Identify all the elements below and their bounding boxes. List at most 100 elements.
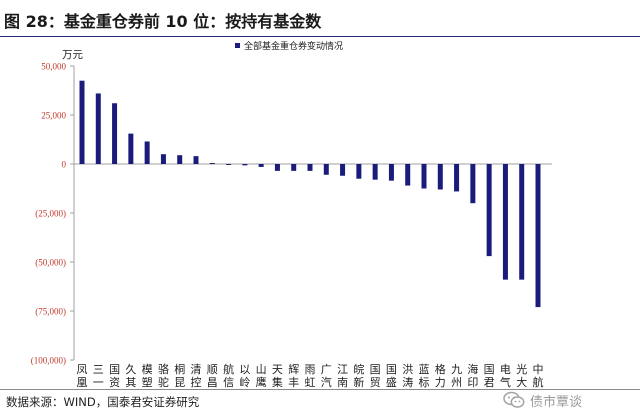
x-tick-label: 信 [223, 376, 234, 389]
y-tick-label: 25,000 [41, 111, 66, 121]
x-tick-label: 辉 [288, 363, 299, 376]
x-tick-label: 洪 [402, 362, 413, 376]
bar [454, 164, 460, 192]
bar [421, 164, 427, 189]
bar [242, 164, 248, 166]
bar [258, 164, 264, 167]
bar [226, 164, 232, 165]
x-tick-label: 三 [93, 363, 104, 376]
y-tick-label: (25,000) [35, 209, 66, 219]
x-tick-label: 蓝 [419, 363, 430, 376]
x-tick-label: 州 [451, 376, 462, 389]
bar [486, 164, 492, 257]
wechat-logo-icon [503, 391, 525, 408]
x-tick-label: 以 [239, 363, 250, 376]
x-tick-label: 昌 [207, 376, 218, 389]
x-tick-label: 凤 [77, 363, 88, 376]
bar [437, 164, 443, 190]
x-tick-label: 骆 [158, 362, 169, 376]
bar [535, 164, 541, 308]
x-tick-label: 江 [337, 363, 348, 376]
bar [323, 164, 329, 175]
x-tick-label: 天 [272, 363, 283, 376]
x-tick-label: 格 [435, 362, 446, 376]
legend-label: 全部基金重仓券变动情况 [244, 40, 343, 52]
x-tick-label: 涛 [402, 375, 413, 389]
x-tick-label: 新 [353, 375, 364, 389]
x-tick-label: 其 [125, 376, 136, 389]
x-tick-label: 凰 [77, 376, 88, 389]
x-tick-label: 丰 [288, 376, 299, 389]
y-tick-label: 0 [62, 160, 67, 170]
x-tick-label: 海 [467, 362, 478, 376]
x-tick-label: 中 [533, 363, 544, 376]
bar [95, 93, 101, 164]
x-tick-label: 盛 [386, 375, 397, 389]
watermark-text: 债市覃谈 [530, 394, 583, 410]
x-tick-label: 资 [109, 376, 120, 389]
x-tick-label: 昆 [174, 376, 185, 389]
y-tick-label: (75,000) [35, 307, 66, 317]
x-tick-label: 雨 [305, 363, 316, 376]
bar [291, 164, 297, 171]
bar [356, 164, 362, 179]
x-tick-label: 山 [256, 363, 267, 376]
bar [372, 164, 378, 180]
bar [177, 155, 183, 164]
x-tick-label: 君 [484, 376, 495, 389]
x-tick-label: 国 [109, 363, 120, 376]
y-tick-label: (100,000) [31, 356, 66, 366]
x-tick-label: 虹 [305, 376, 316, 389]
bar [405, 164, 411, 186]
bar [388, 164, 394, 181]
bar [144, 141, 150, 164]
x-tick-label: 鹰 [256, 375, 267, 389]
x-tick-label: 桐 [174, 362, 185, 376]
bar [128, 133, 134, 164]
x-tick-label: 光 [516, 362, 527, 376]
title-rule [0, 36, 640, 37]
bar-chart: 万元 全部基金重仓券变动情况 50,000 25,000 0 (25,000) (50,00… [31, 40, 552, 389]
x-tick-label: 大 [516, 375, 527, 389]
x-tick-label: 九 [451, 363, 462, 376]
x-tick-label: 航 [533, 375, 544, 389]
x-tick-label: 模 [142, 363, 153, 376]
x-tick-label: 国 [370, 363, 381, 376]
x-tick-label: 集 [272, 375, 283, 389]
x-tick-label: 国 [484, 363, 495, 376]
x-tick-label: 顺 [207, 363, 218, 376]
bar [79, 80, 85, 164]
x-tick-label: 皖 [353, 362, 364, 376]
x-tick-label: 气 [500, 375, 511, 389]
y-tick-label: (50,000) [35, 258, 66, 268]
bar [307, 164, 313, 171]
bar [112, 103, 118, 164]
x-tick-label: 国 [386, 363, 397, 376]
x-tick-label: 航 [223, 362, 234, 376]
bar [209, 163, 215, 164]
footer-rule [0, 389, 640, 390]
x-tick-label: 力 [435, 376, 446, 389]
x-tick-label: 广 [321, 363, 332, 376]
x-tick-label: 汽 [321, 375, 332, 389]
bar [519, 164, 525, 280]
bar [193, 156, 199, 164]
x-tick-label: 电 [500, 363, 511, 376]
source-note: 数据来源：WIND，国泰君安证券研究 [6, 395, 200, 409]
bar [160, 154, 166, 164]
x-tick-label: 贸 [370, 376, 381, 389]
bar [340, 164, 346, 176]
x-tick-label: 塑 [142, 375, 153, 389]
x-tick-label: 标 [419, 375, 430, 389]
figure-title: 图 28：基金重仓券前 10 位：按持有基金数 [4, 12, 322, 31]
x-tick-label: 一 [93, 376, 104, 389]
x-tick-label: 清 [191, 363, 202, 376]
bar [502, 164, 508, 280]
bar [274, 164, 280, 171]
x-tick-label: 驼 [158, 375, 169, 389]
x-tick-label: 久 [125, 363, 136, 376]
x-tick-label: 南 [337, 376, 348, 389]
x-tick-label: 印 [467, 376, 478, 389]
watermark: 债市覃谈 [503, 389, 582, 411]
bar [470, 164, 476, 204]
